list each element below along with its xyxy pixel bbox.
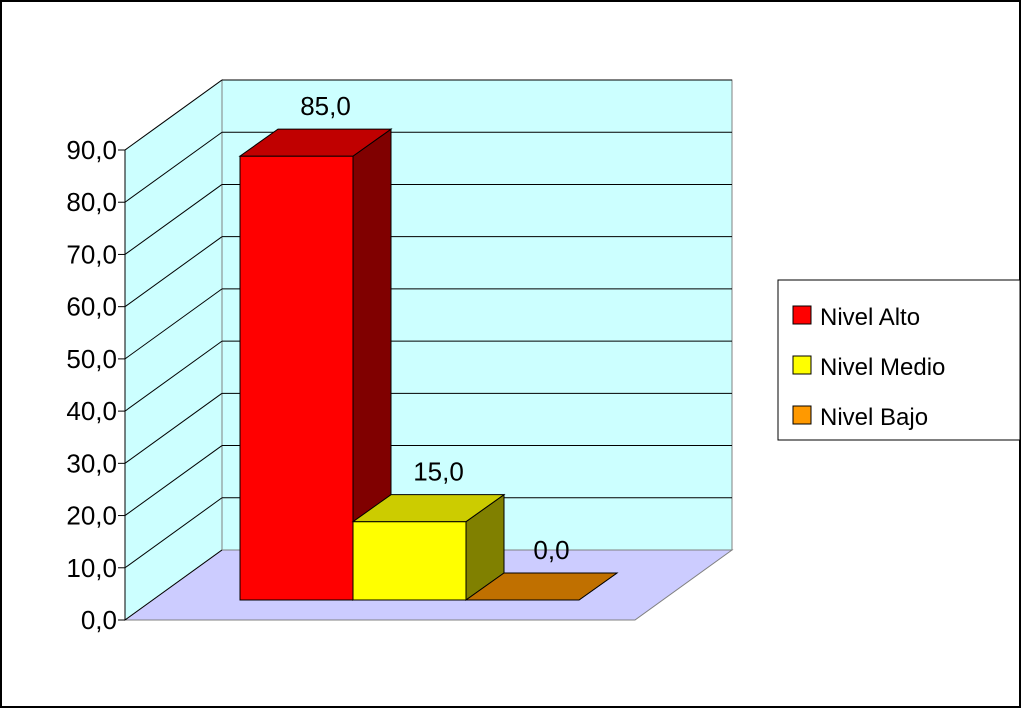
side-wall-gridline [124, 340, 223, 412]
y-tick-label: 50,0 [66, 344, 117, 374]
bar-front-0 [239, 155, 354, 601]
y-tick-label: 0,0 [81, 605, 117, 635]
legend-label: Nivel Bajo [820, 404, 928, 431]
side-wall-gridline [124, 392, 223, 464]
side-wall [124, 79, 223, 621]
bars [238, 128, 619, 601]
side-wall-gridline [124, 497, 223, 569]
legend-swatch [792, 355, 812, 375]
y-axis: 0,0 10,0 20,0 30,0 40,0 50,0 60,0 70,0 80,0 90,0 [66, 135, 126, 635]
data-label: 15,0 [413, 457, 464, 487]
bar-top-1 [351, 494, 506, 523]
y-tick-label: 20,0 [66, 501, 117, 531]
y-tick-label: 60,0 [66, 292, 117, 322]
y-tick-label: 80,0 [66, 187, 117, 217]
legend: Nivel Alto Nivel Medio Nivel Bajo [777, 279, 1021, 441]
legend-label: Nivel Alto [820, 304, 920, 331]
y-tick-label: 70,0 [66, 239, 117, 269]
y-tick-label: 40,0 [66, 396, 117, 426]
bar-top-2 [464, 572, 619, 601]
y-tick-label: 90,0 [66, 135, 117, 165]
side-wall-gridline [124, 131, 223, 203]
side-wall-gridline [124, 288, 223, 360]
data-labels: 85,0 15,0 0,0 [300, 91, 569, 565]
legend-swatch [792, 305, 812, 325]
side-wall-gridline [124, 79, 223, 151]
legend-label: Nivel Medio [820, 354, 945, 381]
data-label: 0,0 [533, 535, 569, 565]
legend-box [777, 279, 1021, 441]
side-wall-gridline [124, 184, 223, 255]
side-wall-gridline [124, 549, 223, 621]
bar-front-1 [352, 521, 467, 601]
y-tick-label: 30,0 [66, 448, 117, 478]
side-wall-gridline [124, 236, 223, 308]
legend-swatch [792, 405, 812, 425]
data-label: 85,0 [300, 91, 351, 121]
side-wall-gridline [124, 445, 223, 516]
y-tick-label: 10,0 [66, 553, 117, 583]
bar-top-0 [238, 128, 393, 157]
